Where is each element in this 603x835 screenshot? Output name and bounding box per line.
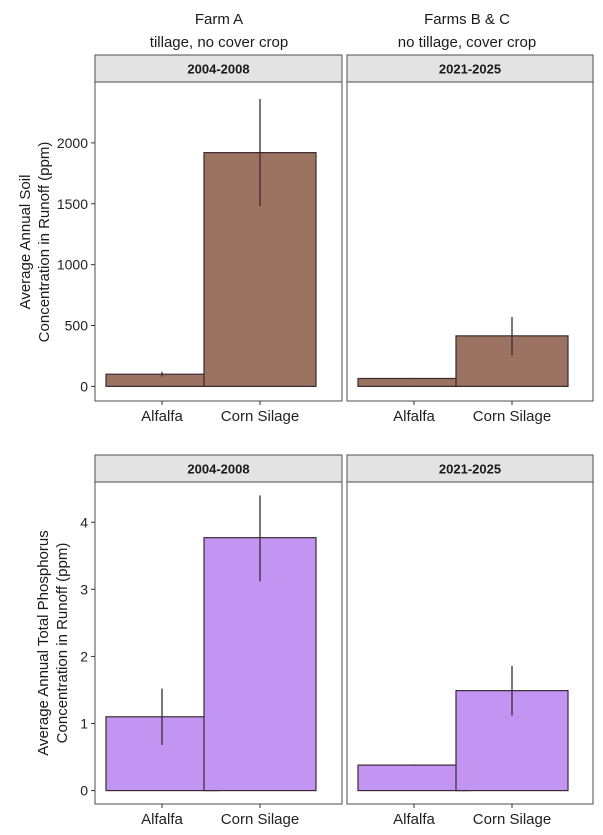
facet-strip (94, 54, 343, 83)
facet-panel-2021-2025: 2021-2025 Alfalfa Corn Silage (346, 54, 594, 425)
facet-panel-2021-2025: 2021-2025 Alfalfa Corn Silage (346, 454, 594, 828)
x-tick-label: Alfalfa (141, 408, 183, 425)
plot-area: Average Annual Soil Concentration in Runo… (17, 54, 594, 828)
y-tick-label: 3 (80, 581, 88, 597)
x-tick-label: Corn Silage (473, 811, 551, 828)
x-tick-label: Alfalfa (393, 408, 435, 425)
x-tick-label: Corn Silage (221, 811, 299, 828)
facet-panel-2004-2008: 2004-2008 Alfalfa Corn Silage (94, 54, 343, 425)
column-header-right: Farms B & C no tillage, cover crop (398, 11, 536, 51)
y-tick-label: 0 (80, 378, 88, 394)
y-tick-label: 500 (65, 318, 89, 334)
bar-alfalfa (357, 377, 471, 387)
header-right-line2: no tillage, cover crop (398, 34, 536, 51)
bar-alfalfa (357, 764, 471, 792)
y-tick-label: 1000 (57, 257, 88, 273)
facet-strip (94, 454, 343, 483)
facet-panel-2004-2008: 2004-2008 Alfalfa Corn Silage (94, 454, 343, 828)
y-tick-label: 0 (80, 783, 88, 799)
facet-strip-label: 2021-2025 (439, 62, 501, 77)
y-tick-label: 2000 (57, 135, 88, 151)
x-tick-label: Corn Silage (473, 408, 551, 425)
facet-strip-label: 2004-2008 (187, 462, 249, 477)
y-tick-label: 4 (80, 514, 88, 530)
column-header-left: Farm A tillage, no cover crop (150, 11, 288, 51)
y-tick-label: 1 (80, 716, 88, 732)
header-left-line1: Farm A (195, 11, 243, 28)
header-left-line2: tillage, no cover crop (150, 34, 288, 51)
y-tick-label: 2 (80, 648, 88, 664)
y-axis-label-line: Average Annual Total Phosphorus (35, 530, 52, 755)
y-axis-label: Average Annual Soil Concentration in Runo… (17, 142, 53, 343)
x-tick-label: Corn Silage (221, 408, 299, 425)
header-right-line1: Farms B & C (424, 11, 510, 28)
y-axis-label: Average Annual Total Phosphorus Concentra… (35, 530, 71, 755)
facet-strip-label: 2004-2008 (187, 62, 249, 77)
x-tick-label: Alfalfa (141, 811, 183, 828)
chart-row-2: Average Annual Total Phosphorus Concentra… (35, 454, 594, 828)
y-axis-label-line: Concentration in Runoff (ppm) (36, 142, 53, 343)
facet-strip-label: 2021-2025 (439, 462, 501, 477)
y-axis-label-line: Average Annual Soil (17, 175, 34, 310)
facet-strip (346, 54, 594, 83)
y-axis-label-line: Concentration in Runoff (ppm) (54, 543, 71, 744)
bar-corn-silage (203, 152, 317, 387)
chart-row-1: Average Annual Soil Concentration in Runo… (17, 54, 594, 425)
x-tick-label: Alfalfa (393, 811, 435, 828)
y-tick-label: 1500 (57, 196, 88, 212)
